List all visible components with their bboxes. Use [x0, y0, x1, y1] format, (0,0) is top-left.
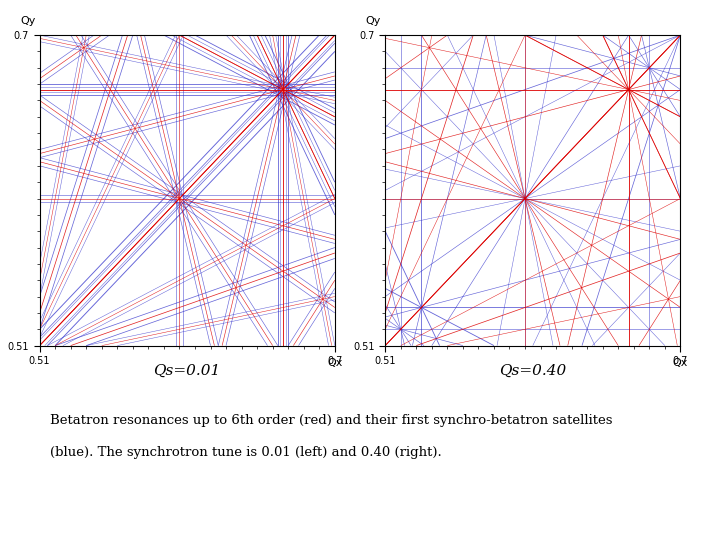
- X-axis label: Qx: Qx: [327, 358, 343, 368]
- Text: (blue). The synchrotron tune is 0.01 (left) and 0.40 (right).: (blue). The synchrotron tune is 0.01 (le…: [50, 446, 442, 460]
- Text: Qs=0.40: Qs=0.40: [499, 364, 567, 379]
- X-axis label: Qx: Qx: [672, 358, 688, 368]
- Text: Betatron resonances up to 6th order (red) and their first synchro-betatron satel: Betatron resonances up to 6th order (red…: [50, 414, 613, 427]
- Y-axis label: Qy: Qy: [366, 16, 381, 26]
- Text: Qs=0.01: Qs=0.01: [153, 364, 221, 379]
- Y-axis label: Qy: Qy: [20, 16, 35, 26]
